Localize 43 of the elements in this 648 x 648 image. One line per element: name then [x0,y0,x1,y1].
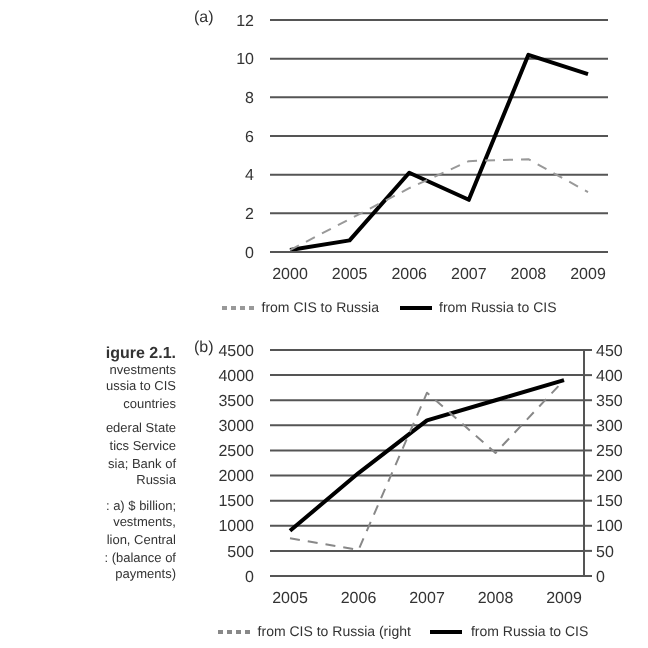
y-tick-label: 0 [245,567,256,586]
y-tick-label: 2000 [218,467,256,486]
y-tick-label: 3500 [218,391,256,410]
y-tick-label: 4000 [218,366,256,385]
y2-tick-label: 300 [596,417,624,436]
x-tick-label: 2006 [340,589,378,608]
y-tick-label: 0 [245,243,256,262]
x-tick-label: 2005 [272,589,309,608]
y-tick-label: 3000 [218,417,256,436]
y-tick-label: 10 [236,50,256,69]
y-tick-label: 2 [245,205,256,224]
x-tick-label: 2008 [477,589,515,608]
y2-tick-label: 0 [596,567,606,586]
y2-tick-label: 350 [596,391,624,410]
y-tick-label: 500 [227,542,256,561]
y-tick-label: 1500 [218,492,256,511]
x-tick-label: 2009 [546,589,583,608]
y2-tick-label: 250 [596,442,624,461]
chart-title: (a) [194,8,214,26]
y2-tick-label: 150 [596,492,624,511]
line-series [288,52,590,252]
line-series [289,158,589,252]
y2-tick-label: 50 [596,542,615,561]
y-tick-label: 6 [245,127,256,146]
y-tick-label: 2500 [218,442,256,461]
y2-tick-label: 100 [596,517,624,536]
x-tick-label: 2008 [510,265,548,284]
chart-title: (b) [194,338,214,356]
x-tick-label: 2007 [409,589,446,608]
x-tick-label: 2009 [570,265,607,284]
x-tick-label: 2000 [272,265,309,284]
y-tick-label: 8 [245,89,256,108]
x-tick-label: 2006 [391,265,429,284]
x-tick-label: 2005 [331,265,369,284]
y-tick-label: 1000 [218,517,256,536]
y2-tick-label: 450 [596,341,624,360]
y-tick-label: 12 [236,11,256,30]
y2-tick-label: 200 [596,467,624,486]
y-tick-label: 4 [245,166,256,185]
y2-tick-label: 400 [596,366,624,385]
y-tick-label: 4500 [218,341,256,360]
x-tick-label: 2007 [451,265,488,284]
text: igure 2.1. [103,344,176,364]
